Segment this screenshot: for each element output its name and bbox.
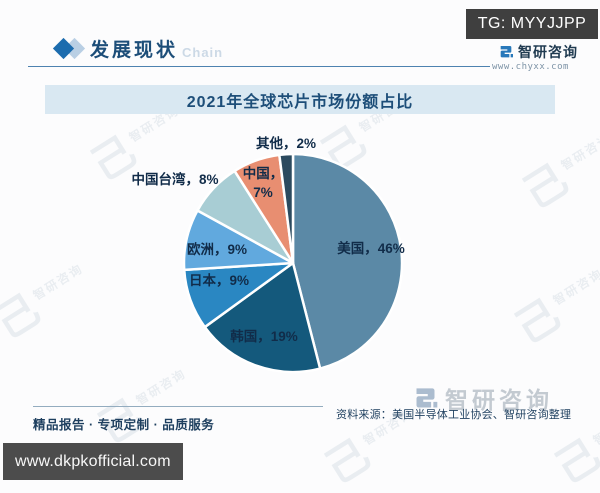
pie-label-欧洲: 欧洲，9%	[187, 241, 247, 257]
header-divider	[28, 66, 490, 67]
pie-slice-美国	[291, 152, 404, 370]
pie-slice-其他	[278, 152, 295, 265]
pie-label-美国: 美国，46%	[337, 240, 405, 256]
tg-badge: TG: MYYJJPP	[466, 9, 598, 39]
chart-title: 2021年全球芯片市场份额占比	[186, 93, 414, 111]
site-watermark-text: www.dkpkofficial.com	[15, 452, 171, 470]
footer-tagline: 精品报告 · 专项定制 · 品质服务	[33, 418, 215, 432]
pie-chart: 美国，46% 韩国，19% 日本，9% 欧洲，9% 中国台湾，8% 中国， 7% 其他，2%	[131, 135, 405, 374]
pie-label-韩国: 韩国，19%	[230, 328, 298, 344]
data-source: 资料来源：美国半导体工业协会、智研咨询整理	[336, 409, 572, 421]
pie-slice-韩国	[203, 261, 322, 374]
pie-label-中国台湾: 中国台湾，8%	[131, 171, 218, 187]
brand-name: 智研咨询	[518, 44, 578, 60]
pie-label-其他: 其他，2%	[256, 135, 316, 151]
pie-label-中国: 中国，	[243, 165, 284, 181]
pie-label-中国: 7%	[253, 185, 273, 200]
chart-title-banner: 2021年全球芯片市场份额占比	[45, 85, 555, 114]
brand-logo: 智研咨询	[498, 42, 578, 62]
tg-badge-text: TG: MYYJJPP	[477, 15, 587, 32]
site-watermark-box: www.dkpkofficial.com	[3, 443, 183, 480]
section-title: 发展现状	[90, 40, 179, 61]
brand-website: www.chyxx.com	[492, 62, 569, 72]
zhiyan-logo-icon	[500, 46, 513, 58]
ghost-chain-text: Chain	[182, 45, 224, 60]
pie-label-日本: 日本，9%	[189, 272, 249, 288]
footer-divider	[33, 406, 323, 407]
